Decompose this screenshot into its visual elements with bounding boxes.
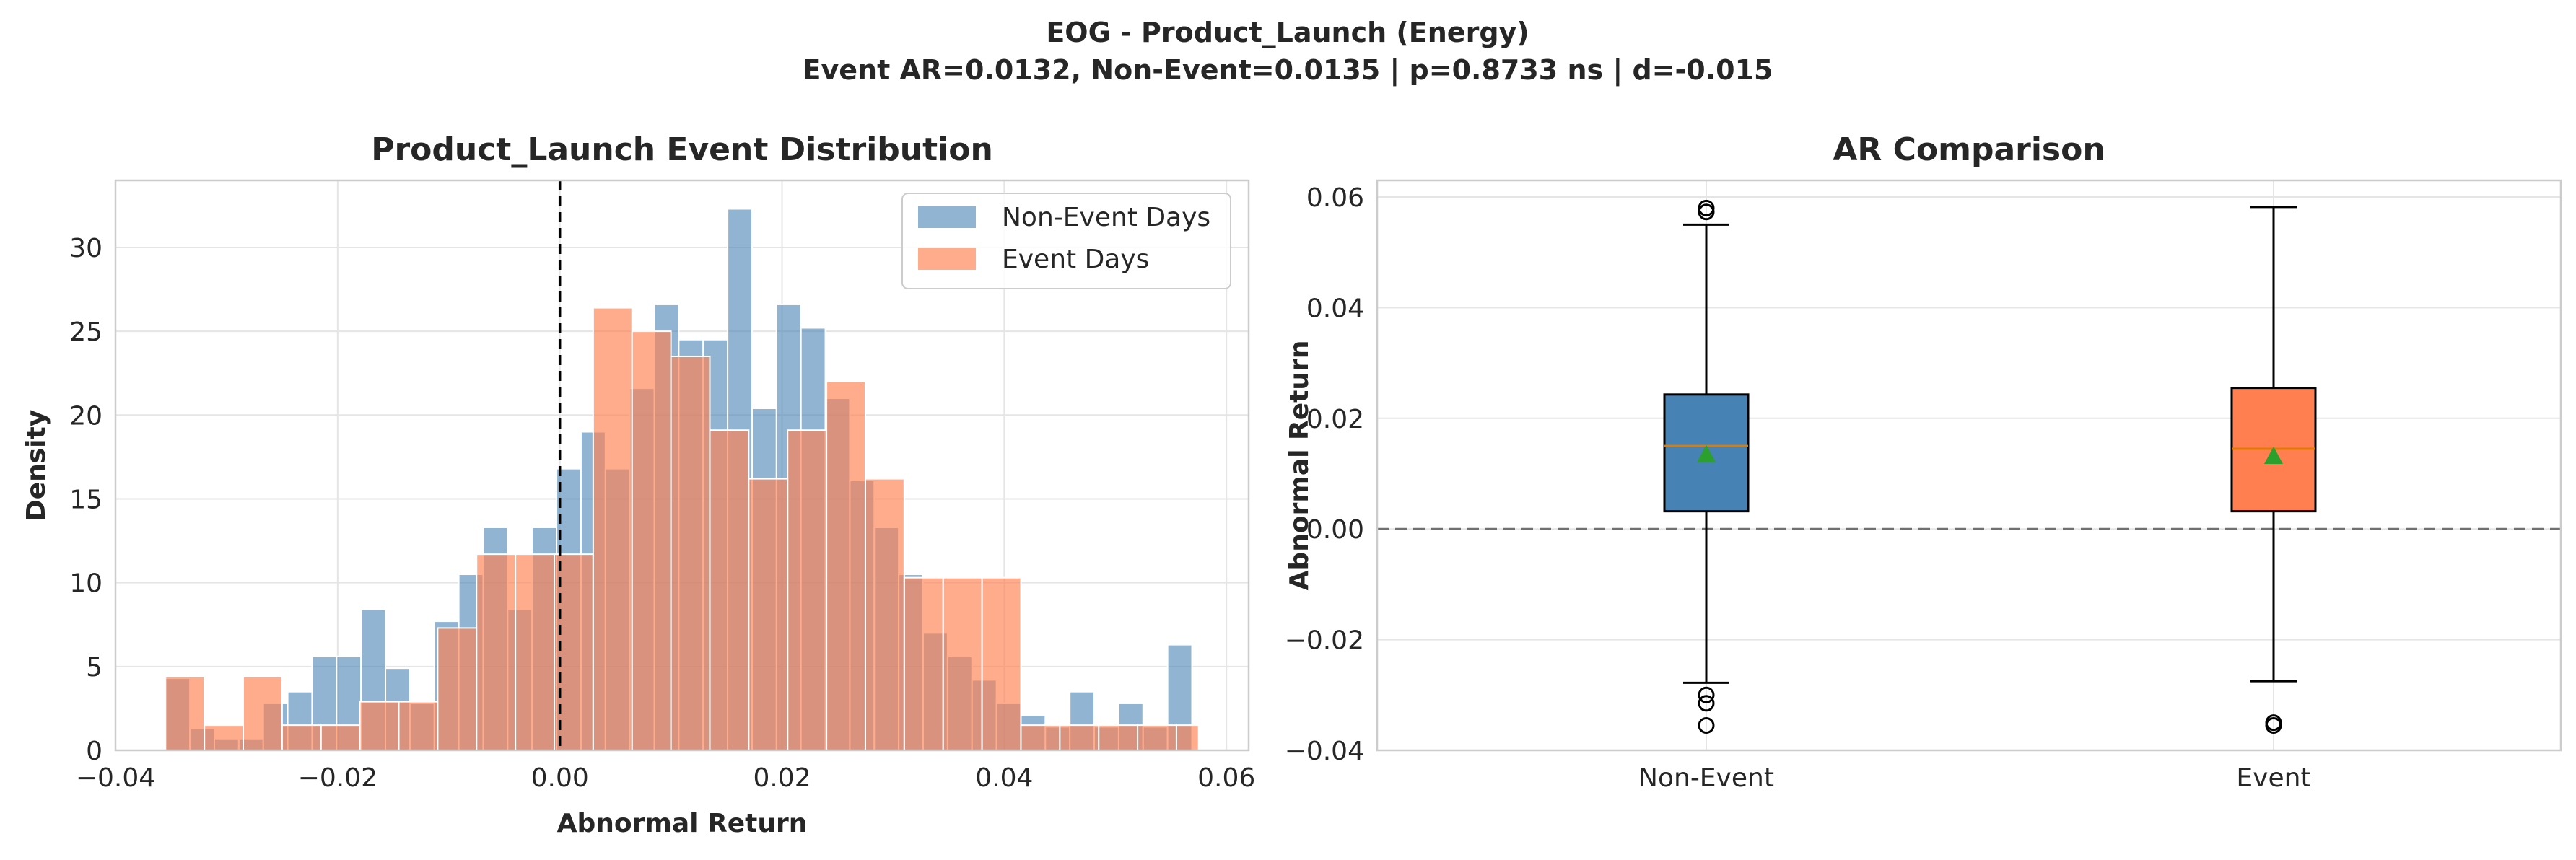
y-tick-label: 5	[86, 653, 102, 683]
x-tick-label: Non-Event	[1638, 763, 1774, 793]
x-tick-label: 0.00	[531, 763, 589, 793]
y-axis-label: Density	[22, 410, 51, 521]
event-bar	[165, 675, 206, 751]
x-tick-label: −0.02	[298, 763, 377, 793]
x-tick-label: 0.06	[1197, 763, 1255, 793]
x-tick-label: Event	[2236, 763, 2310, 793]
outlier-point	[1698, 695, 1715, 712]
suptitle-line2: Event AR=0.0132, Non-Event=0.0135 | p=0.…	[803, 54, 1773, 87]
y-tick-label: 25	[69, 317, 102, 347]
y-tick-label: 0.00	[1306, 515, 1364, 545]
event-bar	[437, 627, 478, 751]
x-tick-label: 0.04	[975, 763, 1033, 793]
event-bar	[748, 478, 789, 752]
legend-swatch	[918, 248, 976, 270]
y-tick-label: 0.06	[1306, 183, 1364, 213]
event-bar	[515, 553, 555, 751]
suptitle-line1: EOG - Product_Launch (Energy)	[1046, 17, 1529, 48]
mean-marker	[2264, 446, 2283, 464]
event-bar	[864, 478, 905, 752]
event-bar	[204, 724, 245, 751]
y-axis-label: Abnormal Return	[1285, 341, 1314, 591]
event-bar	[476, 553, 517, 751]
event-bar	[1137, 724, 1177, 751]
legend-swatch	[918, 206, 976, 228]
event-bar	[670, 355, 711, 751]
legend-label: Event Days	[1002, 245, 1149, 274]
y-tick-label: 0.02	[1306, 405, 1364, 434]
event-bar	[942, 576, 983, 751]
histogram-panel: 0 5 10 15 20 25 30 −0.04 −0.02 0.00 0.02 0.04 0.06 Pr…	[22, 131, 1255, 838]
x-tick-label: 0.02	[753, 763, 811, 793]
legend: Non-Event Days Event Days	[901, 193, 1231, 289]
mean-marker	[1697, 444, 1716, 462]
y-tick-label: 20	[69, 401, 102, 431]
legend-label: Non-Event Days	[1002, 203, 1210, 232]
event-bar	[1020, 724, 1061, 751]
event-bar	[398, 701, 439, 752]
event-bar	[1175, 724, 1200, 751]
event-bar	[981, 576, 1022, 751]
y-tick-label: 30	[69, 234, 102, 263]
plot-frame	[1376, 179, 2562, 752]
event-bar	[787, 429, 828, 751]
event-bar	[592, 307, 633, 751]
y-tick-label: −0.04	[1285, 737, 1364, 766]
legend-box	[901, 193, 1231, 289]
x-axis-label: Abnormal Return	[557, 809, 808, 838]
event-bar	[243, 675, 283, 751]
y-tick-label: 10	[69, 569, 102, 599]
plot-frame	[114, 179, 1250, 752]
box-event	[2230, 206, 2317, 734]
event-bar	[631, 330, 672, 751]
boxplot-title: AR Comparison	[1833, 131, 2105, 168]
event-bar	[709, 429, 750, 751]
event-bar	[320, 724, 361, 751]
event-bar	[359, 701, 400, 752]
event-bar	[826, 380, 866, 752]
boxplot-panel: −0.04 −0.02 0.00 0.02 0.04 0.06 Non-Event Event…	[1285, 131, 2562, 793]
outlier-point	[2265, 716, 2282, 734]
outlier-point	[1698, 686, 1715, 703]
y-tick-label: 0.04	[1306, 294, 1364, 323]
event-bar	[903, 576, 944, 751]
event-bar	[1098, 724, 1139, 751]
outlier-point	[1698, 716, 1715, 734]
histogram-title: Product_Launch Event Distribution	[371, 131, 993, 168]
x-tick-label: −0.04	[76, 763, 155, 793]
y-tick-label: −0.02	[1285, 626, 1364, 656]
y-tick-label: 15	[69, 485, 102, 514]
event-bar	[1059, 724, 1100, 751]
y-tick-label: 0	[86, 737, 102, 766]
event-bar	[281, 724, 322, 751]
box-non-event	[1663, 199, 1750, 734]
outlier-point	[1698, 203, 1715, 221]
